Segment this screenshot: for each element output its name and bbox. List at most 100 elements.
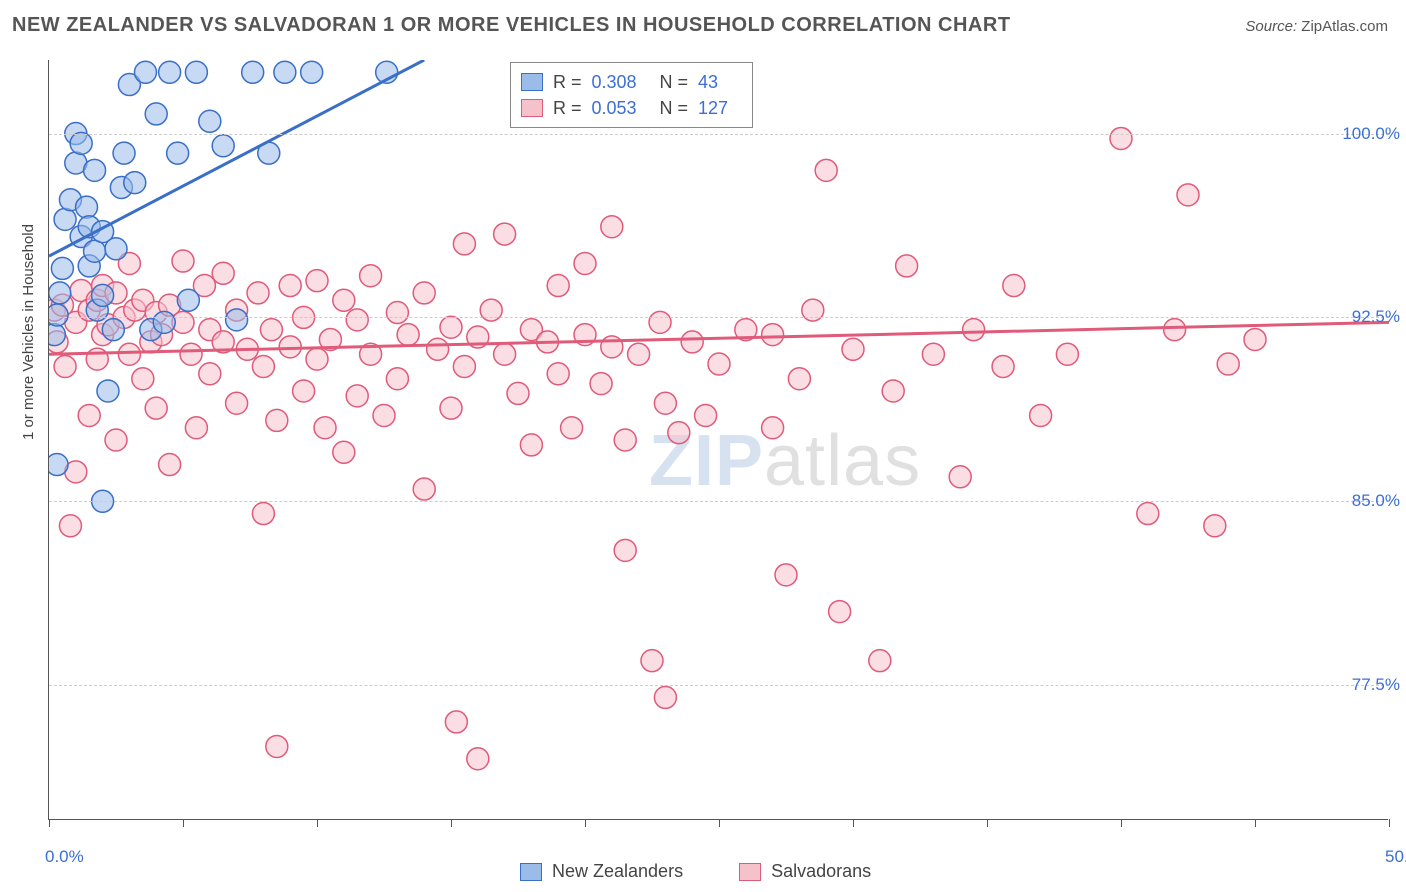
- data-point: [212, 135, 234, 157]
- x-tick: [987, 819, 988, 827]
- data-point: [252, 355, 274, 377]
- data-point: [306, 348, 328, 370]
- gridline: [49, 317, 1389, 318]
- data-point: [681, 331, 703, 353]
- data-point: [124, 172, 146, 194]
- data-point: [145, 103, 167, 125]
- data-point: [494, 223, 516, 245]
- gridline: [49, 685, 1389, 686]
- data-point: [49, 282, 71, 304]
- data-point: [185, 417, 207, 439]
- series-legend: New Zealanders Salvadorans: [520, 861, 871, 882]
- data-point: [172, 250, 194, 272]
- data-point: [84, 240, 106, 262]
- x-tick-label: 0.0%: [45, 847, 84, 867]
- x-tick: [451, 819, 452, 827]
- gridline: [49, 501, 1389, 502]
- data-point: [922, 343, 944, 365]
- data-point: [360, 265, 382, 287]
- stat-n-value: 43: [698, 69, 738, 95]
- data-point: [561, 417, 583, 439]
- stat-n-label: N =: [660, 95, 689, 121]
- data-point: [1056, 343, 1078, 365]
- data-point: [547, 275, 569, 297]
- data-point: [949, 466, 971, 488]
- legend-item: New Zealanders: [520, 861, 683, 882]
- data-point: [145, 397, 167, 419]
- x-tick: [1389, 819, 1390, 827]
- data-point: [314, 417, 336, 439]
- data-point: [51, 257, 73, 279]
- x-tick: [317, 819, 318, 827]
- data-point: [413, 282, 435, 304]
- data-point: [373, 404, 395, 426]
- x-tick: [1255, 819, 1256, 827]
- data-point: [212, 262, 234, 284]
- data-point: [467, 748, 489, 770]
- data-point: [159, 61, 181, 83]
- data-point: [649, 311, 671, 333]
- legend-swatch: [520, 863, 542, 881]
- legend-item: Salvadorans: [739, 861, 871, 882]
- data-point: [306, 270, 328, 292]
- data-point: [614, 539, 636, 561]
- data-point: [76, 196, 98, 218]
- data-point: [102, 319, 124, 341]
- data-point: [547, 363, 569, 385]
- data-point: [132, 368, 154, 390]
- data-point: [301, 61, 323, 83]
- data-point: [427, 338, 449, 360]
- stat-r-label: R =: [553, 69, 582, 95]
- legend-swatch: [521, 99, 543, 117]
- stats-row: R = 0.053 N = 127: [521, 95, 738, 121]
- y-tick-label: 85.0%: [1352, 491, 1400, 511]
- data-point: [453, 233, 475, 255]
- stat-r-label: R =: [553, 95, 582, 121]
- data-point: [1137, 503, 1159, 525]
- data-point: [440, 316, 462, 338]
- data-point: [654, 392, 676, 414]
- data-point: [54, 208, 76, 230]
- data-point: [896, 255, 918, 277]
- stats-legend: R = 0.308 N = 43 R = 0.053 N = 127: [510, 62, 753, 128]
- data-point: [654, 686, 676, 708]
- y-tick-label: 100.0%: [1342, 124, 1400, 144]
- data-point: [708, 353, 730, 375]
- x-tick: [585, 819, 586, 827]
- stat-r-value: 0.308: [592, 69, 650, 95]
- data-point: [97, 380, 119, 402]
- data-point: [842, 338, 864, 360]
- data-point: [601, 216, 623, 238]
- source-attribution: Source: ZipAtlas.com: [1245, 18, 1388, 35]
- data-point: [641, 650, 663, 672]
- data-point: [397, 324, 419, 346]
- x-tick: [49, 819, 50, 827]
- data-point: [242, 61, 264, 83]
- data-point: [386, 302, 408, 324]
- data-point: [92, 284, 114, 306]
- data-point: [882, 380, 904, 402]
- data-point: [494, 343, 516, 365]
- data-point: [453, 355, 475, 377]
- stats-row: R = 0.308 N = 43: [521, 69, 738, 95]
- data-point: [49, 324, 65, 346]
- data-point: [590, 373, 612, 395]
- data-point: [1177, 184, 1199, 206]
- data-point: [869, 650, 891, 672]
- chart-container: NEW ZEALANDER VS SALVADORAN 1 OR MORE VE…: [0, 0, 1406, 892]
- data-point: [279, 275, 301, 297]
- data-point: [333, 289, 355, 311]
- data-point: [78, 404, 100, 426]
- data-point: [153, 311, 175, 333]
- source-name: ZipAtlas.com: [1301, 18, 1388, 35]
- data-point: [762, 417, 784, 439]
- data-point: [247, 282, 269, 304]
- data-point: [1244, 328, 1266, 350]
- chart-title: NEW ZEALANDER VS SALVADORAN 1 OR MORE VE…: [12, 14, 1011, 37]
- data-point: [346, 385, 368, 407]
- data-point: [180, 343, 202, 365]
- data-point: [1217, 353, 1239, 375]
- data-point: [413, 478, 435, 500]
- data-point: [445, 711, 467, 733]
- data-point: [507, 382, 529, 404]
